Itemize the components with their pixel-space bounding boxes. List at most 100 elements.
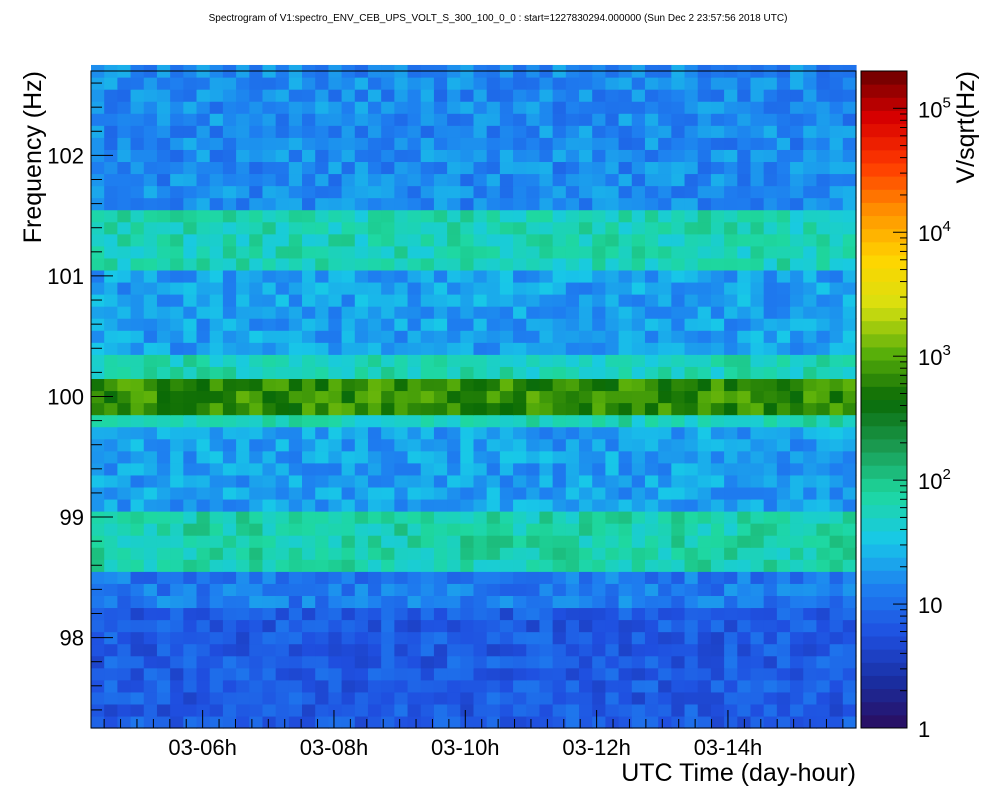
heatmap-cell [499, 523, 514, 536]
heatmap-cell [222, 559, 237, 572]
heatmap-cell [91, 89, 105, 102]
heatmap-cell [143, 149, 158, 163]
heatmap-cell [156, 691, 171, 705]
heatmap-cell [565, 173, 580, 187]
heatmap-cell [354, 390, 369, 404]
heatmap-cell [803, 378, 818, 392]
heatmap-cell [539, 402, 554, 416]
heatmap-cell [513, 559, 527, 572]
heatmap-cell [605, 342, 620, 355]
heatmap-cell [750, 173, 765, 187]
color-scale-step [861, 254, 907, 269]
heatmap-cell [697, 559, 712, 572]
heatmap-cell [170, 330, 184, 343]
heatmap-cell [842, 547, 857, 560]
heatmap-cell [354, 281, 369, 295]
heatmap-cell [354, 402, 369, 416]
heatmap-cell [381, 101, 395, 114]
heatmap-cell [341, 523, 356, 536]
color-scale-step [861, 84, 907, 98]
heatmap-cell [697, 691, 712, 705]
heatmap-cell [697, 595, 712, 609]
heatmap-cell [565, 462, 580, 476]
heatmap-cell [288, 402, 303, 416]
heatmap-cell [104, 619, 118, 633]
heatmap-cell [288, 281, 303, 295]
heatmap-cell [209, 89, 224, 102]
heatmap-cell [460, 655, 475, 669]
heatmap-cell [710, 173, 725, 187]
heatmap-cell [460, 342, 475, 355]
heatmap-cell [671, 197, 686, 211]
heatmap-cell [565, 691, 580, 705]
heatmap-cell [473, 77, 488, 90]
heatmap-cell [222, 595, 237, 609]
heatmap-cell [565, 378, 580, 392]
heatmap-cell [381, 643, 395, 657]
heatmap-cell [829, 77, 844, 90]
heatmap-cell [618, 197, 633, 211]
heatmap-cell [565, 221, 580, 235]
heatmap-cell [790, 643, 804, 657]
heatmap-cell [156, 233, 171, 247]
heatmap-cell [249, 233, 264, 247]
heatmap-cell [763, 137, 778, 150]
heatmap-cell [196, 703, 211, 717]
heatmap-cell [104, 498, 118, 512]
heatmap-cell [829, 173, 844, 187]
heatmap-cell [420, 631, 435, 645]
heatmap-cell [302, 631, 316, 645]
heatmap-cell [354, 619, 369, 633]
heatmap-cell [658, 402, 672, 416]
heatmap-cell [776, 89, 791, 102]
heatmap-cell [394, 390, 409, 404]
heatmap-cell [697, 137, 712, 150]
heatmap-cell [776, 390, 791, 404]
heatmap-cell [249, 209, 264, 223]
heatmap-cell [618, 161, 633, 175]
heatmap-cell [486, 185, 501, 199]
heatmap-cell [658, 149, 672, 163]
heatmap-cell [262, 559, 277, 572]
heatmap-cell [236, 378, 250, 392]
heatmap-cell [156, 149, 171, 163]
heatmap-cell [763, 269, 778, 283]
heatmap-cell [209, 619, 224, 633]
heatmap-cell [605, 77, 620, 90]
heatmap-cell [684, 173, 699, 187]
heatmap-cell [737, 342, 752, 355]
heatmap-cell [816, 342, 831, 355]
heatmap-cell [196, 462, 211, 476]
heatmap-cell [618, 149, 633, 163]
heatmap-cell [816, 390, 831, 404]
heatmap-cell [407, 474, 422, 488]
heatmap-cell [420, 269, 435, 283]
heatmap-cell [196, 77, 211, 90]
heatmap-cell [790, 161, 804, 175]
heatmap-cell [367, 535, 382, 548]
heatmap-cell [737, 679, 752, 693]
heatmap-cell [315, 366, 330, 380]
heatmap-cell [790, 125, 804, 138]
heatmap-cell [407, 149, 422, 163]
heatmap-cell [486, 619, 501, 633]
heatmap-cell [156, 715, 171, 729]
heatmap-cell [697, 703, 712, 717]
heatmap-cell [407, 667, 422, 681]
heatmap-cell [658, 607, 672, 621]
heatmap-cell [697, 185, 712, 199]
heatmap-cell [407, 679, 422, 693]
heatmap-cell [420, 281, 435, 295]
heatmap-cell [552, 691, 567, 705]
heatmap-cell [763, 511, 778, 524]
heatmap-cell [262, 450, 277, 464]
heatmap-cell [315, 498, 330, 512]
heatmap-cell [829, 450, 844, 464]
heatmap-cell [539, 269, 554, 283]
heatmap-cell [394, 715, 409, 729]
heatmap-cell [473, 691, 488, 705]
heatmap-cell [684, 450, 699, 464]
heatmap-cell [552, 583, 567, 596]
heatmap-cell [473, 715, 488, 729]
heatmap-cell [117, 281, 132, 295]
